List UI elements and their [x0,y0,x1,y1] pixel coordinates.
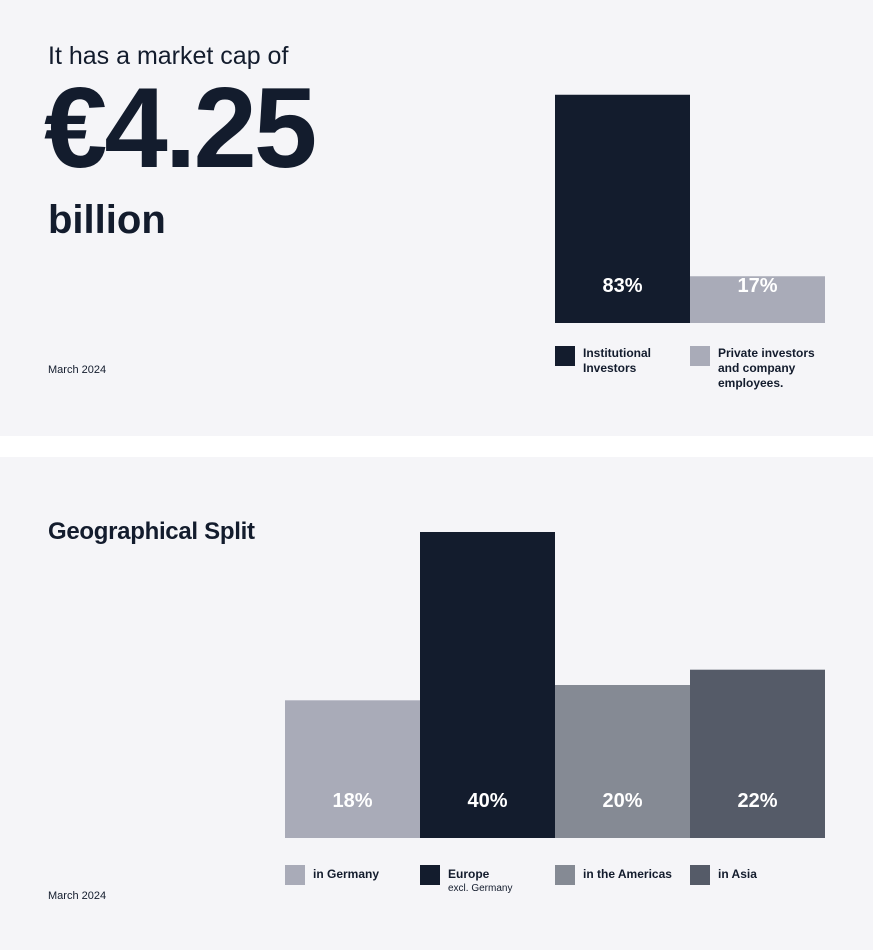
legend-label: Europe excl. Germany [448,867,513,894]
bar-value-label-1-1: 40% [467,790,507,812]
bar-1-0 [285,700,420,838]
bar-0-1 [690,276,825,323]
legend-label: Private investors and company employees. [718,346,815,390]
bar-1-3 [690,669,825,838]
legend-item-1-1: Europe excl. Germany [420,865,550,895]
market-cap-panel: It has a market cap of €4.25 billion Mar… [0,0,873,436]
market-cap-value: €4.25 [44,65,317,192]
legend-label: in Asia [718,867,757,881]
legend-sublabel: excl. Germany [448,883,513,894]
market-cap-date: March 2024 [48,364,107,376]
legend-item-0-0: Institutional Investors [555,346,685,376]
bar-value-label-1-0: 18% [332,790,372,812]
bar-1-2 [555,685,690,838]
legend-label: in the Americas [583,867,672,881]
bar-value-label-1-2: 20% [602,790,642,812]
market-cap-intro: It has a market cap of [48,42,289,70]
geo-split-title: Geographical Split [48,518,255,545]
legend-item-1-3: in Asia [690,865,820,885]
bar-0-0 [555,94,690,323]
legend-swatch [555,346,575,366]
legend-swatch [555,865,575,885]
legend-swatch [285,865,305,885]
bar-1-1 [420,532,555,838]
legend-swatch [690,865,710,885]
legend-swatch [690,346,710,366]
legend-swatch [420,865,440,885]
legend-item-1-2: in the Americas [555,865,685,885]
legend-item-1-0: in Germany [285,865,415,885]
market-cap-unit: billion [48,198,166,242]
geo-split-date: March 2024 [48,890,107,902]
bar-value-label-0-0: 83% [602,275,642,297]
legend-label: in Germany [313,867,380,881]
legend-item-0-1: Private investors and company employees. [690,346,830,391]
bar-value-label-0-1: 17% [737,275,777,297]
bar-value-label-1-3: 22% [737,790,777,812]
legend-label: Institutional Investors [583,346,651,375]
